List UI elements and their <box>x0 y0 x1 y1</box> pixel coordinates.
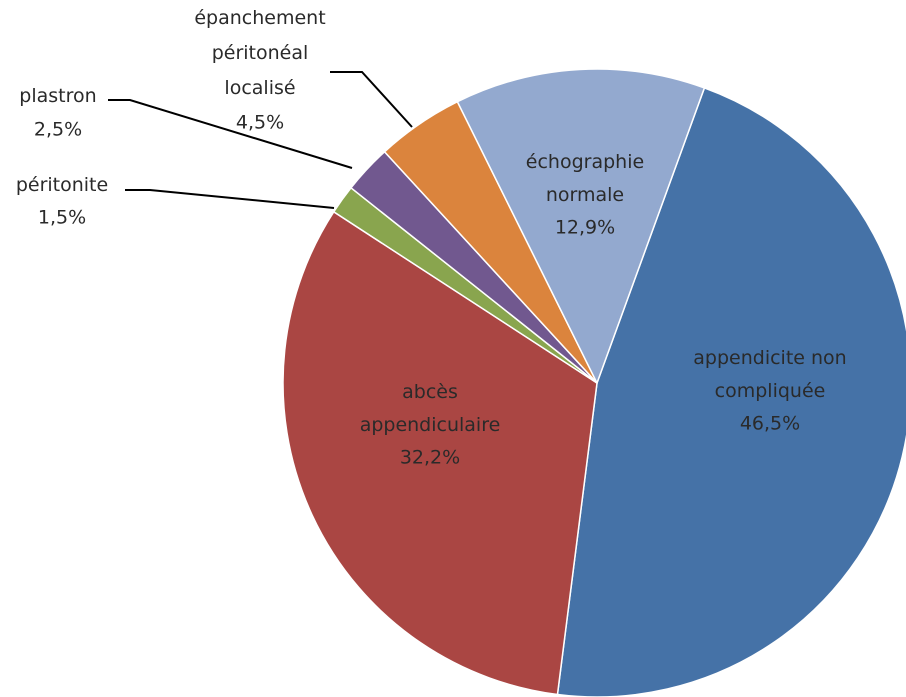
slice-label: abcès appendiculaire <box>360 381 501 436</box>
value-label: 4,5% <box>236 112 284 134</box>
slice-label: plastron <box>19 85 96 107</box>
leader-line <box>330 71 413 128</box>
value-label: 12,9% <box>555 217 615 239</box>
leader-line <box>108 99 353 169</box>
slice-label: échographie normale <box>526 151 644 206</box>
value-label: 1,5% <box>38 207 86 229</box>
value-label: 46,5% <box>740 413 800 435</box>
value-label: 32,2% <box>400 447 460 469</box>
pie-slice <box>556 86 906 697</box>
slice-label: péritonite <box>16 174 108 196</box>
slice-label: épanchement péritonéal localisé <box>194 7 325 99</box>
value-label: 2,5% <box>34 119 82 141</box>
slice-label: appendicite non compliquée <box>693 347 846 402</box>
leader-line <box>125 189 335 209</box>
pie-slice <box>456 68 706 385</box>
